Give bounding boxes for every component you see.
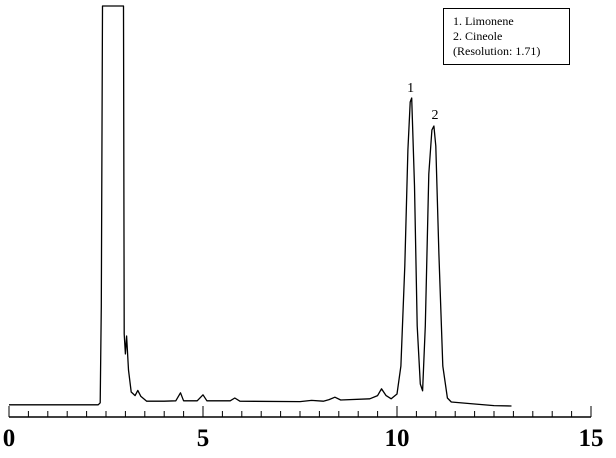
x-axis: 0 5 10 15 [3,406,604,452]
x-tick-label: 5 [197,425,210,452]
trace-layer [9,5,512,407]
peak-labels: 12 [407,81,438,123]
chromatogram-trace-0 [9,5,512,407]
legend-entry-resolution: (Resolution: 1.71) [453,44,541,58]
legend: 1. Limonene 2. Cineole (Resolution: 1.71… [443,8,570,65]
x-tick-label: 10 [385,425,410,452]
peak-label: 1 [407,81,414,96]
peak-label: 2 [432,108,439,123]
legend-entry-cineole: 2. Cineole [453,29,503,43]
x-tick-label: 15 [579,425,604,452]
x-tick-label: 0 [3,425,16,452]
legend-entry-limonene: 1. Limonene [453,14,514,28]
